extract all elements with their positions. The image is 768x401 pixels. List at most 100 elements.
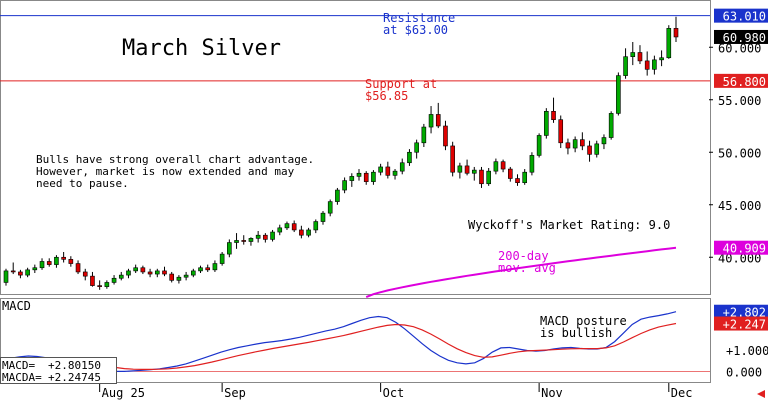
macd-panel-title: MACD [2,299,31,313]
scroll-arrow-icon[interactable] [757,390,765,398]
candle-body [356,172,362,177]
candle-body [97,285,102,287]
macd-annotation-line1: MACD posture [540,314,627,328]
candle-body [428,114,434,128]
macd-readout-box [0,357,117,384]
candle-body [544,111,549,136]
candle-body [241,240,247,242]
candle-body [154,270,160,275]
macd-readout-name: MACD= [2,359,35,372]
price-y-tick-label: 45.000 [718,199,761,213]
x-axis-label: Aug 25 [102,386,145,400]
moving-average-200-line [365,246,677,299]
candle-body [227,242,232,255]
candle-body [652,59,657,70]
candle-body [558,119,564,144]
candle-body [378,166,383,173]
candle-body [673,28,679,38]
candle-body [500,161,506,170]
candle-body [421,126,427,144]
candle-body [191,270,196,276]
price-tag-label: 56.800 [723,75,766,89]
candle-body [443,125,448,147]
support-label-line1: Support at [365,77,437,91]
macd-tag-label: +2.802 [723,306,766,320]
price-tag-box [714,8,768,23]
candle-body [219,253,225,264]
candle-body [54,256,59,265]
candle-body [263,234,268,240]
candle-body [342,180,347,191]
candle-body [580,139,585,147]
candle-body [486,170,491,185]
candle-body [363,172,369,182]
candle-body [608,113,614,138]
macd-readout-value: +2.80150 [48,359,101,372]
candle-body [140,267,146,273]
candle-body [630,52,636,57]
resistance-label-line2: at $63.00 [383,23,448,37]
macd-annotation-line2: is bullish [540,326,612,340]
candle-body [133,267,138,272]
candle-body [291,223,297,231]
x-axis-label: Dec [671,386,693,400]
price-tag-label: 63.010 [723,10,766,24]
price-panel-frame [0,0,711,295]
candle-body [371,171,376,182]
candle-body [335,189,340,202]
macd-y-tick-label: +1.000 [726,344,768,358]
candle-body [327,201,333,214]
candle-body [320,212,326,222]
candle-body [162,270,167,275]
macda-readout-name: MACDA= [2,371,42,384]
candle-body [644,60,650,70]
candle-body [46,261,52,265]
candle-body [594,143,600,155]
candle-body [176,276,182,281]
candle-body [666,28,672,59]
price-tag-box [714,240,768,255]
candle-body [349,176,355,181]
candle-body [392,170,398,176]
price-y-tick-label: 50.000 [718,146,761,160]
candle-body [313,221,319,231]
candle-body [255,234,261,239]
candle-body [515,178,520,183]
candle-body [68,259,74,264]
market-rating: Wyckoff's Market Rating: 9.0 [468,218,670,232]
candle-body [104,282,110,287]
candle-body [198,267,203,272]
candle-body [90,275,95,286]
price-tag-box [714,29,768,44]
candle-body [10,270,16,273]
price-y-tick-label: 60.000 [718,41,761,55]
candle-body [212,263,218,271]
candle-body [522,171,528,183]
x-axis-label: Nov [541,386,563,400]
candle-body [435,114,441,127]
price-tag-label: 60.980 [723,31,766,45]
candle-body [616,75,621,114]
candle-body [284,223,290,229]
commentary-line2: However, market is now extended and may [36,165,295,178]
candle-body [147,271,153,275]
chart-title: March Silver [122,36,281,61]
candle-body [637,52,643,62]
candle-body [385,166,391,176]
x-axis-label: Oct [383,386,405,400]
candle-body [82,271,88,277]
candle-body [587,145,592,155]
candle-body [457,165,463,173]
candle-body [3,270,9,283]
candle-body [565,142,571,149]
candle-body [118,274,124,279]
candle-body [464,165,470,174]
candle-body [306,229,311,236]
candle-body [407,151,412,164]
candle-body [277,227,283,233]
candle-body [18,271,23,276]
candle-body [248,238,254,242]
candle-body [471,169,477,174]
ma-label-line1: 200-day [498,249,549,263]
